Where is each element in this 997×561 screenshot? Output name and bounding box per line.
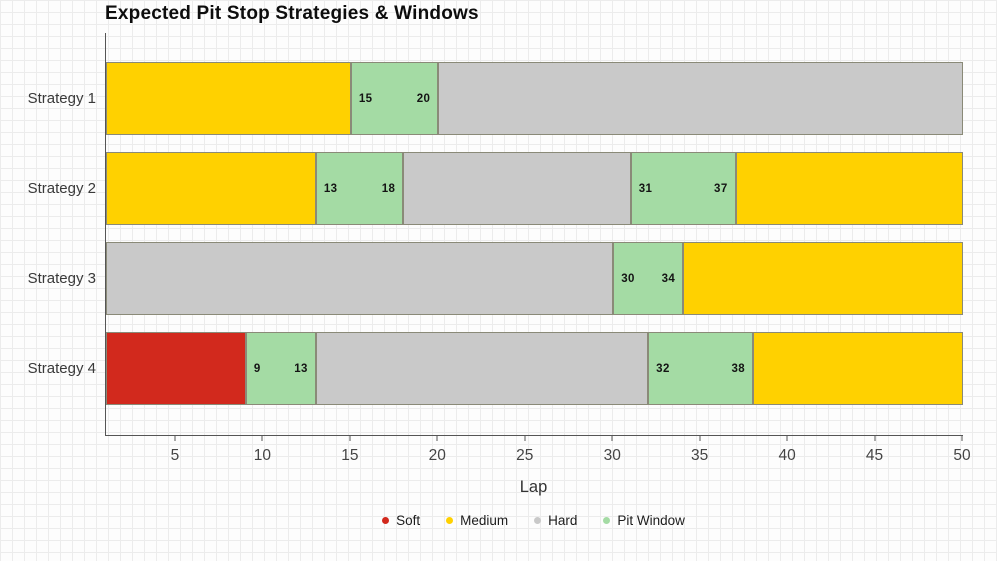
category-labels: Strategy 1 Strategy 2 Strategy 3 Strategy 4	[0, 33, 96, 435]
tick-mark	[786, 435, 788, 441]
tick-mark	[349, 435, 351, 441]
pit-window-end-label: 37	[714, 182, 728, 195]
legend-item-soft: Soft	[382, 513, 420, 528]
tick-label: 35	[691, 447, 709, 464]
segment-medium	[106, 152, 316, 225]
segment-pit-window: 32 38	[648, 332, 754, 405]
tick-label: 25	[516, 447, 534, 464]
legend-label: Medium	[460, 513, 509, 528]
segment-pit-window: 30 34	[613, 242, 684, 315]
tick-label: 15	[341, 447, 359, 464]
chart-title: Expected Pit Stop Strategies & Windows	[105, 3, 479, 24]
x-axis-label: Lap	[519, 478, 548, 496]
legend-dot	[603, 517, 611, 524]
legend-dot	[534, 517, 542, 524]
legend-item-medium: Medium	[446, 513, 508, 528]
tick-mark	[961, 435, 963, 441]
segment-pit-window: 31 37	[630, 152, 736, 225]
tick-mark	[174, 435, 176, 441]
tick-label: 40	[778, 447, 796, 464]
legend-label: Soft	[396, 513, 421, 528]
legend-item-pit-window: Pit Window	[603, 513, 685, 528]
tick-mark	[261, 435, 263, 441]
legend-item-hard: Hard	[534, 513, 577, 528]
pit-window-end-label: 13	[294, 362, 308, 375]
pit-window-end-label: 38	[731, 362, 746, 375]
pit-window-start-label: 15	[358, 92, 373, 105]
category-label: Strategy 4	[27, 360, 96, 377]
pit-window-end-label: 20	[416, 92, 431, 105]
category-label: Strategy 2	[27, 180, 96, 197]
legend-label: Pit Window	[617, 513, 685, 528]
category-label: Strategy 1	[27, 90, 96, 107]
segment-pit-window: 9 13	[245, 332, 316, 405]
segment-medium	[753, 332, 963, 405]
category-label: Strategy 3	[27, 270, 96, 287]
pit-window-start-label: 30	[621, 272, 635, 285]
pit-window-start-label: 32	[656, 362, 670, 375]
tick-label: 20	[428, 447, 446, 464]
tick-label: 50	[953, 447, 971, 464]
tick-mark	[436, 435, 438, 441]
tick-mark	[524, 435, 526, 441]
segment-hard	[438, 62, 963, 135]
pit-window-start-label: 31	[638, 182, 653, 195]
segment-hard	[315, 332, 649, 405]
pit-window-end-label: 18	[381, 182, 396, 195]
segment-medium	[683, 242, 963, 315]
tick-label: 10	[253, 447, 272, 464]
tick-mark	[874, 435, 876, 441]
segment-medium	[106, 62, 351, 135]
x-axis: 5 10 15 20 25 30 35 40 45 50	[105, 435, 971, 475]
legend-dot	[382, 517, 390, 524]
legend-label: Hard	[548, 513, 578, 528]
tick-label: 45	[865, 447, 884, 464]
segment-pit-window: 13 18	[315, 152, 404, 225]
tick-mark	[699, 435, 701, 441]
legend-dot	[446, 517, 454, 524]
plot-area: 15 20 13 18 31 37 30 34 9 13 32 38	[105, 33, 963, 436]
pit-window-end-label: 34	[661, 272, 676, 285]
tick-label: 5	[170, 447, 180, 464]
tick-label: 30	[603, 447, 621, 464]
segment-soft	[106, 332, 246, 405]
tick-mark	[611, 435, 613, 441]
segment-pit-window: 15 20	[350, 62, 439, 135]
legend: Soft Medium Hard Pit Window	[105, 513, 962, 528]
segment-hard	[106, 242, 614, 315]
segment-medium	[735, 152, 963, 225]
pit-window-start-label: 9	[253, 362, 261, 375]
pit-window-start-label: 13	[323, 182, 338, 195]
segment-hard	[403, 152, 631, 225]
